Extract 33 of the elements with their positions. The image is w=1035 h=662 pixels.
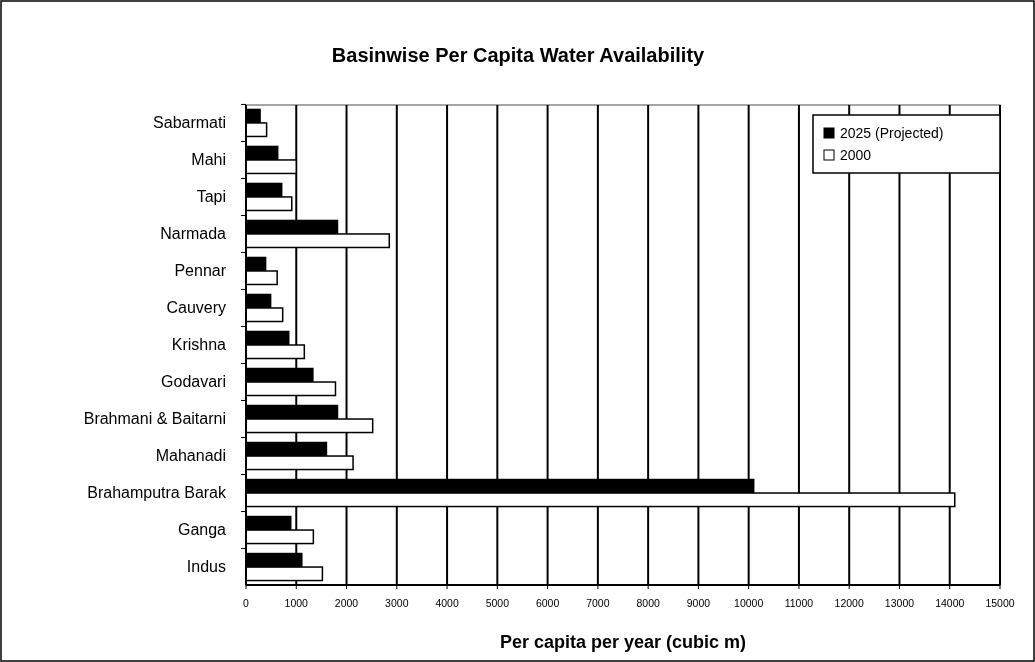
x-tick-label: 14000 [935,597,965,609]
y-tick-label: Ganga [177,521,227,539]
x-tick-label: 2000 [334,597,359,609]
x-tick-label: 5000 [485,597,510,609]
y-tick-label: Narmada [160,224,227,242]
x-tick-label: 0 [243,597,250,609]
x-axis-title: Per capita per year (cubic m) [499,632,747,652]
y-tick-label: Godavari [161,373,226,391]
y-tick-label: Cauvery [166,298,226,316]
x-tick-label: 3000 [385,597,409,609]
y-tick-label: Mahanadi [155,447,226,465]
chart-title: Basinwise Per Capita Water Availability [331,44,706,66]
x-tick-label: 6000 [535,597,560,609]
legend-label: 2025 (Projected) [840,125,944,141]
y-tick-label: Brahamputra Barak [87,484,227,502]
x-tick-label: 12000 [834,597,864,609]
x-tick-label: 9000 [686,597,711,609]
y-tick-label: Mahi [191,150,226,168]
y-tick-label: Indus [186,558,226,576]
x-tick-label: 8000 [636,597,660,609]
x-tick-label: 7000 [586,597,610,609]
x-tick-label: 13000 [884,597,915,609]
y-tick-label: Brahmani & Baitarni [83,410,226,428]
y-tick-label: Pennar [174,261,227,279]
x-tick-label: 4000 [435,597,459,609]
x-tick-label: 15000 [985,597,1015,609]
legend-label: 2000 [840,147,872,163]
x-tick-label: 10000 [734,597,764,609]
y-tick-label: Krishna [171,336,227,353]
y-tick-label: Sabarmati [153,113,226,131]
y-tick-label: Tapi [196,187,226,205]
x-tick-label: 1000 [284,597,309,609]
x-tick-label: 11000 [784,597,814,609]
